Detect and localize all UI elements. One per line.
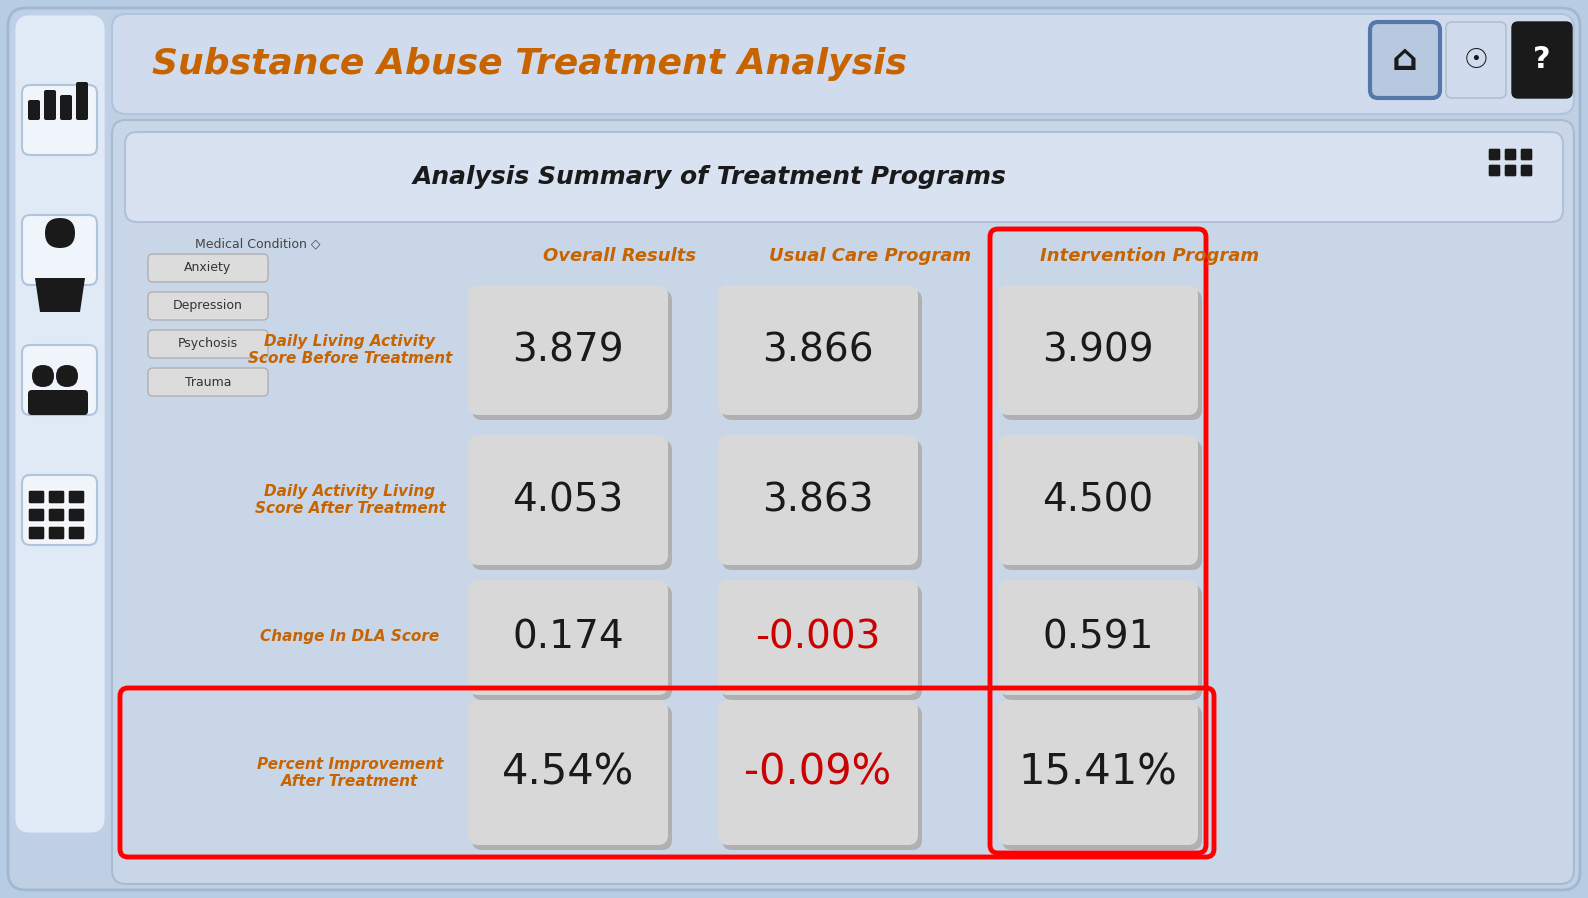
FancyBboxPatch shape: [68, 526, 86, 540]
FancyBboxPatch shape: [1447, 22, 1505, 98]
FancyBboxPatch shape: [29, 490, 44, 504]
Text: Usual Care Program: Usual Care Program: [769, 247, 972, 265]
FancyBboxPatch shape: [472, 440, 672, 570]
Text: 3.863: 3.863: [762, 481, 873, 519]
FancyBboxPatch shape: [22, 345, 97, 415]
Text: 4.053: 4.053: [513, 481, 624, 519]
FancyBboxPatch shape: [718, 435, 918, 565]
Text: Depression: Depression: [173, 300, 243, 313]
Text: 0.591: 0.591: [1042, 619, 1154, 656]
Text: 3.909: 3.909: [1042, 331, 1154, 369]
FancyBboxPatch shape: [125, 132, 1563, 222]
Text: Trauma: Trauma: [184, 375, 232, 389]
FancyBboxPatch shape: [718, 580, 918, 695]
FancyBboxPatch shape: [60, 95, 71, 120]
FancyBboxPatch shape: [113, 120, 1574, 884]
FancyBboxPatch shape: [1002, 440, 1202, 570]
FancyBboxPatch shape: [1488, 148, 1501, 161]
FancyBboxPatch shape: [718, 285, 918, 415]
FancyBboxPatch shape: [997, 285, 1197, 415]
Text: Percent Improvement
After Treatment: Percent Improvement After Treatment: [257, 757, 443, 789]
FancyBboxPatch shape: [148, 368, 268, 396]
FancyBboxPatch shape: [44, 90, 56, 120]
Text: 3.879: 3.879: [513, 331, 624, 369]
Text: ☉: ☉: [1464, 46, 1488, 74]
Text: Psychosis: Psychosis: [178, 338, 238, 350]
FancyBboxPatch shape: [76, 82, 87, 120]
FancyBboxPatch shape: [148, 330, 268, 358]
Text: 4.54%: 4.54%: [502, 752, 634, 794]
Text: Daily Living Activity
Score Before Treatment: Daily Living Activity Score Before Treat…: [248, 334, 453, 366]
Polygon shape: [35, 278, 86, 312]
FancyBboxPatch shape: [472, 705, 672, 850]
FancyBboxPatch shape: [997, 435, 1197, 565]
FancyBboxPatch shape: [29, 508, 44, 522]
Text: -0.09%: -0.09%: [745, 752, 891, 794]
FancyBboxPatch shape: [1504, 148, 1517, 161]
Text: 3.866: 3.866: [762, 331, 873, 369]
Text: Analysis Summary of Treatment Programs: Analysis Summary of Treatment Programs: [413, 165, 1007, 189]
Text: -0.003: -0.003: [756, 619, 881, 656]
FancyBboxPatch shape: [29, 100, 40, 120]
Text: Change In DLA Score: Change In DLA Score: [260, 629, 440, 645]
Text: Medical Condition ◇: Medical Condition ◇: [195, 237, 321, 251]
FancyBboxPatch shape: [723, 705, 923, 850]
FancyBboxPatch shape: [1512, 22, 1572, 98]
FancyBboxPatch shape: [22, 475, 97, 545]
FancyBboxPatch shape: [48, 508, 65, 522]
Text: ⌂: ⌂: [1393, 43, 1418, 77]
FancyBboxPatch shape: [723, 440, 923, 570]
FancyBboxPatch shape: [29, 526, 44, 540]
FancyBboxPatch shape: [68, 508, 86, 522]
FancyBboxPatch shape: [997, 580, 1197, 695]
FancyBboxPatch shape: [718, 700, 918, 845]
FancyBboxPatch shape: [468, 435, 669, 565]
FancyBboxPatch shape: [44, 218, 75, 248]
FancyBboxPatch shape: [723, 290, 923, 420]
FancyBboxPatch shape: [1520, 148, 1532, 161]
FancyBboxPatch shape: [472, 290, 672, 420]
Text: Overall Results: Overall Results: [543, 247, 697, 265]
FancyBboxPatch shape: [1002, 290, 1202, 420]
FancyBboxPatch shape: [22, 215, 97, 285]
FancyBboxPatch shape: [22, 85, 97, 155]
FancyBboxPatch shape: [8, 8, 1580, 890]
Text: 15.41%: 15.41%: [1018, 752, 1177, 794]
FancyBboxPatch shape: [1520, 164, 1532, 177]
FancyBboxPatch shape: [48, 526, 65, 540]
Text: 4.500: 4.500: [1042, 481, 1153, 519]
FancyBboxPatch shape: [1002, 705, 1202, 850]
FancyBboxPatch shape: [1504, 164, 1517, 177]
FancyBboxPatch shape: [1002, 585, 1202, 700]
Text: Substance Abuse Treatment Analysis: Substance Abuse Treatment Analysis: [152, 47, 907, 81]
FancyBboxPatch shape: [14, 14, 106, 834]
FancyBboxPatch shape: [113, 14, 1574, 114]
FancyBboxPatch shape: [148, 292, 268, 320]
FancyBboxPatch shape: [997, 700, 1197, 845]
FancyBboxPatch shape: [32, 365, 54, 387]
FancyBboxPatch shape: [148, 254, 268, 282]
Text: ?: ?: [1532, 46, 1551, 75]
FancyBboxPatch shape: [1370, 22, 1440, 98]
FancyBboxPatch shape: [468, 580, 669, 695]
FancyBboxPatch shape: [68, 490, 86, 504]
Text: Daily Activity Living
Score After Treatment: Daily Activity Living Score After Treatm…: [254, 484, 446, 516]
FancyBboxPatch shape: [723, 585, 923, 700]
FancyBboxPatch shape: [48, 490, 65, 504]
FancyBboxPatch shape: [468, 285, 669, 415]
Text: Anxiety: Anxiety: [184, 261, 232, 275]
FancyBboxPatch shape: [468, 700, 669, 845]
Text: 0.174: 0.174: [513, 619, 624, 656]
FancyBboxPatch shape: [29, 390, 87, 415]
FancyBboxPatch shape: [56, 365, 78, 387]
Text: Intervention Program: Intervention Program: [1040, 247, 1259, 265]
FancyBboxPatch shape: [472, 585, 672, 700]
FancyBboxPatch shape: [1488, 164, 1501, 177]
